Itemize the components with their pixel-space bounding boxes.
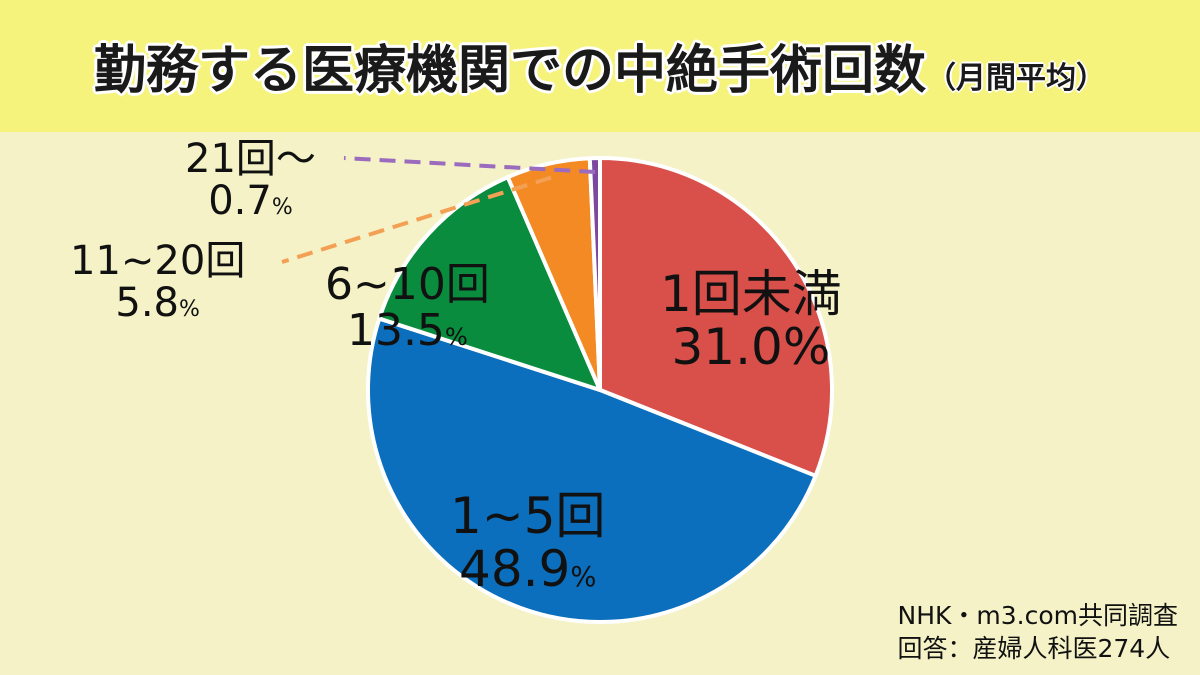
label-slice-2: 6~10回 13.5%	[325, 259, 490, 357]
slice-1-category: 1~5回	[450, 487, 606, 545]
pie-slice-4	[587, 156, 602, 392]
leader-line-slice-4	[343, 156, 596, 175]
slice-0-category: 1回未満	[660, 265, 842, 323]
label-slice-4: 21回～ 0.7%	[185, 138, 316, 222]
slice-4-value: 0.7%	[208, 178, 293, 224]
chart-title-main: 勤務する医療機関での中絶手術回数	[93, 41, 926, 101]
chart-title-sub: （月間平均）	[926, 61, 1106, 96]
label-slice-1: 1~5回 48.9%	[450, 490, 606, 595]
label-slice-3: 11~20回 5.8%	[70, 240, 245, 324]
leader-lines	[281, 156, 596, 264]
pie-slices	[366, 156, 834, 624]
source-note: NHK・m3.com共同調査 回答：産婦人科医274人	[898, 600, 1179, 665]
slice-2-value: 13.5%	[346, 305, 468, 357]
source-line-2: 回答：産婦人科医274人	[897, 633, 1171, 663]
slice-1-value: 48.9%	[459, 539, 597, 598]
chart-title: 勤務する医療機関での中絶手術回数（月間平均）	[0, 28, 1200, 103]
slice-3-category: 11~20回	[70, 238, 246, 284]
pie-slice-2	[377, 175, 602, 392]
leader-line-slice-3	[281, 175, 552, 264]
pie-slice-1	[366, 316, 818, 624]
pie-slice-0	[598, 156, 834, 478]
slice-0-value: 31.0%	[671, 317, 831, 376]
title-band	[0, 0, 1200, 132]
slice-3-value: 5.8%	[115, 280, 200, 326]
source-line-1: NHK・m3.com共同調査	[897, 601, 1179, 630]
slice-2-category: 6~10回	[325, 259, 490, 310]
label-slice-0: 1回未満 31.0%	[660, 268, 842, 373]
slice-4-category: 21回～	[185, 136, 316, 182]
